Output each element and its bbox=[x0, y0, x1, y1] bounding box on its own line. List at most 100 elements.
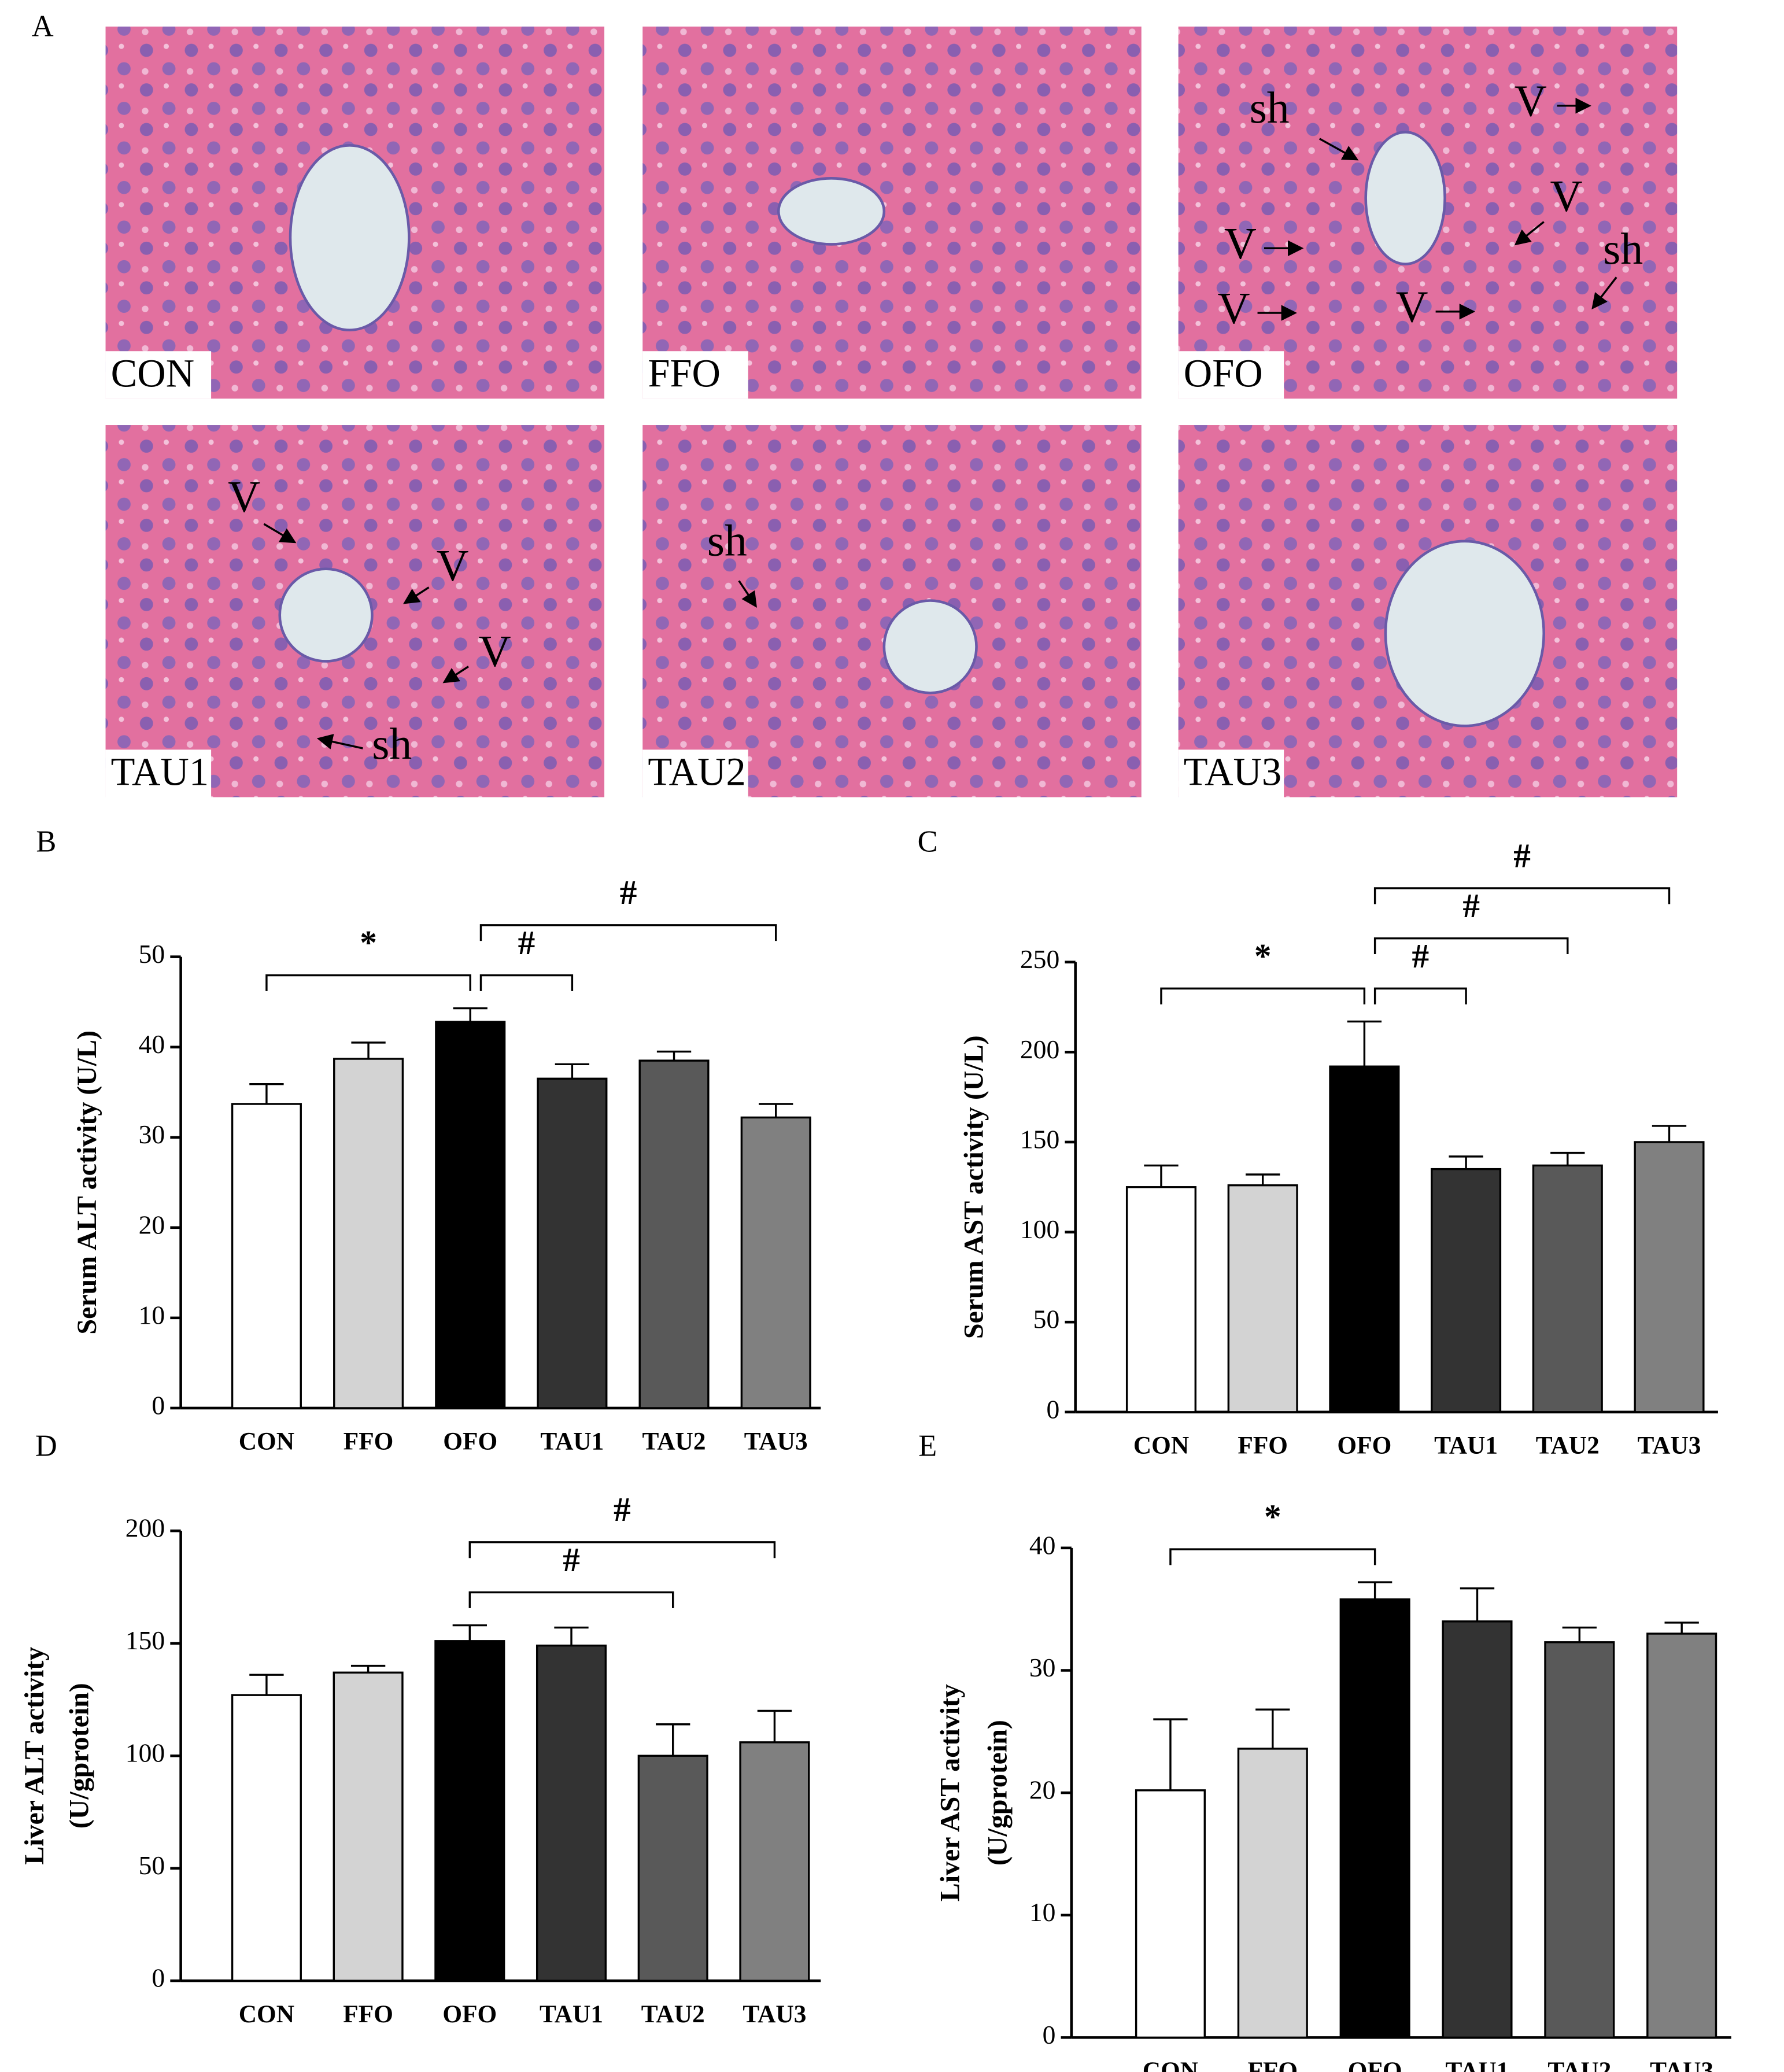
annotation: V bbox=[1550, 171, 1582, 221]
y-tick-label: 200 bbox=[1020, 1035, 1059, 1064]
y-tick-label: 50 bbox=[139, 1851, 165, 1880]
bar bbox=[1532, 1164, 1603, 1413]
vessel bbox=[289, 143, 411, 332]
x-tick-label: CON bbox=[239, 2000, 294, 2028]
y-axis-label: Serum ALT activity (U/L) bbox=[72, 1031, 102, 1335]
bar bbox=[333, 1058, 404, 1409]
bar bbox=[1431, 1168, 1502, 1413]
x-tick-label: TAU1 bbox=[540, 1428, 604, 1456]
x-tick-label: FFO bbox=[1238, 1431, 1288, 1459]
bar bbox=[1227, 1184, 1298, 1413]
vessel bbox=[1364, 131, 1446, 265]
annotation-arrow bbox=[1514, 221, 1545, 246]
y-tick-label: 30 bbox=[139, 1120, 165, 1149]
histology-image bbox=[642, 26, 1142, 399]
x-tick-label: FFO bbox=[1247, 2057, 1298, 2072]
bar bbox=[333, 1671, 404, 1982]
annotation: sh bbox=[372, 719, 412, 769]
annotation: V bbox=[1224, 219, 1257, 268]
significance-bracket bbox=[468, 1591, 674, 1608]
y-tick-label: 20 bbox=[1029, 1775, 1056, 1805]
significance-label: # bbox=[1462, 887, 1480, 925]
bar bbox=[535, 1644, 607, 1982]
x-tick-label: CON bbox=[1143, 2057, 1198, 2072]
label-box bbox=[642, 749, 748, 797]
bar bbox=[231, 1103, 302, 1409]
bar bbox=[1442, 1620, 1513, 2039]
significance-bracket bbox=[1160, 987, 1366, 1004]
significance-label: * bbox=[1254, 937, 1272, 975]
label-box bbox=[105, 749, 212, 797]
y-tick-label: 150 bbox=[125, 1626, 165, 1655]
significance-bracket bbox=[1373, 987, 1467, 1004]
annotation-arrow bbox=[316, 734, 363, 749]
y-axis-label: Liver AST activity bbox=[935, 1684, 965, 1901]
y-tick-label: 30 bbox=[1029, 1653, 1056, 1682]
y-tick-label: 20 bbox=[139, 1210, 165, 1239]
significance-bracket bbox=[1373, 887, 1671, 904]
annotation-arrow bbox=[263, 523, 297, 544]
x-tick-label: TAU3 bbox=[1650, 2057, 1713, 2072]
y-tick-label: 10 bbox=[139, 1300, 165, 1329]
significance-bracket bbox=[265, 974, 471, 991]
panel-letter: A bbox=[32, 10, 54, 43]
vessel bbox=[882, 599, 978, 695]
significance-bracket bbox=[468, 1541, 776, 1558]
y-axis-label: (U/gprotein) bbox=[983, 1720, 1013, 1866]
x-tick-label: TAU3 bbox=[743, 2000, 806, 2028]
x-tick-label: TAU2 bbox=[1547, 2057, 1611, 2072]
x-tick-label: TAU2 bbox=[1536, 1431, 1600, 1459]
bar bbox=[1544, 1641, 1615, 2039]
x-tick-label: TAU1 bbox=[1434, 1431, 1498, 1459]
bar bbox=[637, 1755, 708, 1982]
y-tick-label: 0 bbox=[152, 1963, 165, 1993]
x-tick-label: OFO bbox=[1348, 2057, 1402, 2072]
x-tick-label: TAU2 bbox=[641, 2000, 705, 2028]
y-tick-label: 50 bbox=[1033, 1305, 1060, 1334]
y-tick-label: 100 bbox=[1020, 1214, 1059, 1244]
bar bbox=[1339, 1598, 1410, 2039]
y-tick-label: 200 bbox=[125, 1513, 165, 1543]
significance-label: # bbox=[518, 924, 535, 962]
significance-bracket bbox=[479, 974, 574, 991]
y-tick-label: 40 bbox=[139, 1029, 165, 1059]
label-box bbox=[1178, 351, 1284, 399]
y-tick-label: 40 bbox=[1029, 1530, 1056, 1560]
x-tick-label: TAU2 bbox=[642, 1428, 706, 1456]
bar bbox=[434, 1640, 505, 1982]
y-tick-label: 150 bbox=[1020, 1124, 1059, 1154]
significance-label: # bbox=[1513, 836, 1531, 874]
bar bbox=[1125, 1186, 1197, 1413]
bar bbox=[1646, 1633, 1717, 2039]
significance-label: * bbox=[360, 924, 377, 962]
x-tick-label: FFO bbox=[343, 2000, 393, 2028]
histology-image bbox=[642, 425, 1142, 797]
panel-label: TAU2 bbox=[648, 750, 745, 794]
bar bbox=[231, 1694, 302, 1982]
panel-letter: E bbox=[918, 1430, 937, 1463]
panel-letter: B bbox=[36, 825, 56, 859]
label-box bbox=[1178, 749, 1284, 797]
x-tick-label: CON bbox=[1133, 1431, 1189, 1459]
significance-label: # bbox=[1412, 937, 1430, 975]
bar bbox=[435, 1021, 506, 1409]
bar bbox=[1329, 1065, 1400, 1413]
vessel bbox=[1384, 540, 1545, 727]
bar bbox=[740, 1116, 811, 1409]
panel-label: CON bbox=[111, 352, 194, 396]
x-tick-label: OFO bbox=[443, 1428, 497, 1456]
panel-label: TAU3 bbox=[1184, 750, 1281, 794]
annotation: V bbox=[437, 541, 469, 590]
x-tick-label: OFO bbox=[442, 2000, 497, 2028]
bar bbox=[638, 1059, 710, 1409]
vessel bbox=[777, 177, 886, 246]
panel-label: FFO bbox=[648, 352, 721, 396]
y-tick-label: 100 bbox=[125, 1738, 165, 1768]
annotation: sh bbox=[1250, 83, 1290, 132]
significance-bracket bbox=[1373, 937, 1569, 955]
annotation-arrow bbox=[1318, 138, 1359, 161]
bar bbox=[739, 1741, 810, 1982]
y-tick-label: 0 bbox=[1046, 1394, 1059, 1424]
annotation: V bbox=[1217, 283, 1250, 333]
